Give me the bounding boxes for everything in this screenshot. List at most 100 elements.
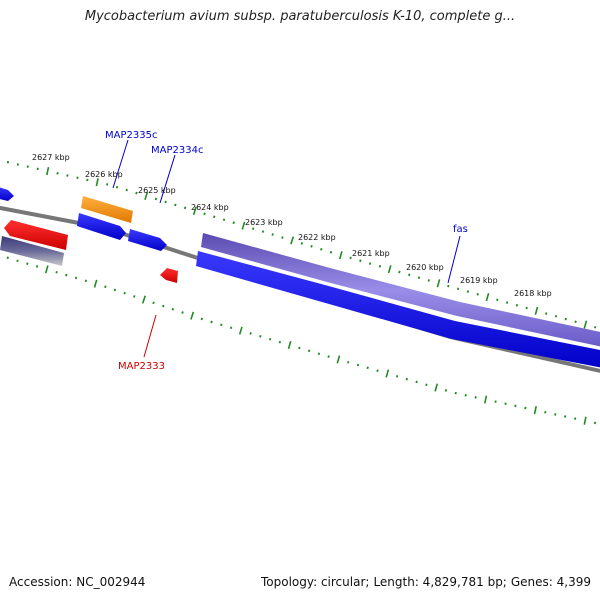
major-tick — [192, 206, 197, 215]
major-tick — [95, 178, 99, 187]
minor-tick — [249, 332, 252, 335]
tick-label: 2627 kbp — [32, 153, 70, 162]
minor-tick — [213, 215, 216, 219]
minor-tick — [317, 352, 321, 356]
minor-tick — [349, 256, 352, 260]
major-tick — [385, 369, 390, 378]
minor-tick — [417, 276, 421, 279]
minor-tick — [152, 301, 155, 305]
inner-tick-marks — [6, 256, 597, 425]
major-tick — [533, 406, 537, 415]
minor-tick — [123, 291, 126, 295]
minor-tick — [26, 262, 29, 265]
gene-left-grey-reverse[interactable] — [0, 236, 64, 266]
minor-tick — [35, 265, 39, 268]
minor-tick — [171, 307, 175, 311]
minor-tick — [261, 230, 265, 233]
gene-label-fas[interactable]: fas — [453, 224, 468, 235]
major-tick — [144, 191, 149, 201]
major-tick — [241, 221, 246, 230]
minor-tick — [164, 200, 167, 204]
minor-tick — [376, 369, 379, 372]
minor-tick — [26, 165, 29, 168]
tick-label: 2625 kbp — [138, 186, 176, 195]
minor-tick — [307, 349, 311, 353]
minor-tick — [300, 242, 304, 245]
gene-left-blue-forward[interactable] — [0, 186, 14, 201]
tick-label: 2624 kbp — [191, 203, 229, 212]
minor-tick — [574, 320, 577, 324]
gene-map2335c-orange[interactable] — [81, 196, 133, 223]
minor-tick — [574, 417, 577, 420]
minor-tick — [154, 197, 158, 201]
major-tick — [93, 279, 98, 288]
minor-tick — [86, 178, 89, 182]
gene-fas-lower[interactable] — [196, 251, 600, 368]
minor-tick — [298, 346, 301, 350]
minor-tick — [6, 160, 10, 164]
minor-tick — [320, 248, 323, 251]
minor-tick — [162, 304, 165, 308]
tick-label: 2622 kbp — [298, 233, 336, 242]
minor-tick — [378, 265, 382, 268]
minor-tick — [515, 304, 519, 307]
minor-tick — [454, 391, 457, 395]
minor-tick — [181, 311, 184, 314]
minor-tick — [174, 203, 177, 207]
gene-left-red-reverse[interactable] — [4, 220, 68, 250]
minor-tick — [505, 301, 509, 304]
callout-line-map2333 — [143, 314, 157, 358]
minor-tick — [268, 337, 272, 341]
minor-tick — [252, 227, 255, 230]
minor-tick — [104, 285, 107, 289]
gene-label-map2335c[interactable]: MAP2335c — [105, 130, 157, 141]
minor-tick — [427, 279, 430, 282]
minor-tick — [278, 340, 282, 344]
tick-label: 2618 kbp — [514, 289, 552, 298]
gene-label-map2334c[interactable]: MAP2334c — [151, 145, 203, 156]
minor-tick — [16, 163, 19, 166]
minor-tick — [183, 206, 187, 210]
major-tick — [336, 355, 341, 364]
minor-tick — [271, 233, 274, 236]
minor-tick — [55, 270, 58, 274]
tick-label: 2621 kbp — [352, 249, 390, 258]
major-tick — [238, 326, 243, 335]
major-tick — [44, 265, 49, 274]
minor-tick — [366, 366, 369, 370]
minor-tick — [398, 270, 401, 274]
tick-label: 2623 kbp — [245, 218, 283, 227]
gene-map2334c[interactable] — [128, 229, 167, 251]
minor-tick — [66, 174, 69, 177]
minor-tick — [408, 273, 411, 277]
minor-tick — [113, 288, 117, 292]
accession-text: Accession: NC_002944 — [9, 575, 146, 589]
tick-label: 2626 kbp — [85, 170, 123, 179]
minor-tick — [329, 250, 333, 254]
gene-count-text: Genes: 4,399 — [510, 575, 591, 589]
minor-tick — [496, 298, 499, 302]
tick-label: 2620 kbp — [406, 263, 444, 272]
outer-tick-marks — [6, 160, 597, 329]
minor-tick — [84, 279, 88, 283]
major-tick — [141, 295, 146, 304]
minor-tick — [444, 389, 448, 392]
minor-tick — [425, 383, 428, 387]
minor-tick — [594, 325, 597, 329]
gene-fas-upper[interactable] — [201, 233, 600, 347]
minor-tick — [310, 245, 313, 248]
minor-tick — [203, 212, 206, 216]
gene-map2333[interactable] — [160, 268, 178, 283]
gene-label-map2333[interactable]: MAP2333 — [118, 361, 165, 372]
callout-line-fas — [447, 235, 461, 284]
gene-map2335c-blue[interactable] — [77, 213, 126, 240]
minor-tick — [554, 413, 557, 416]
minor-tick — [395, 375, 399, 378]
minor-tick — [56, 172, 59, 175]
major-tick — [534, 306, 539, 315]
topology-text: Topology: circular; — [260, 575, 370, 589]
length-text: Length: 4,829,781 bp; — [373, 575, 507, 589]
minor-tick — [65, 273, 68, 277]
minor-tick — [525, 306, 528, 310]
